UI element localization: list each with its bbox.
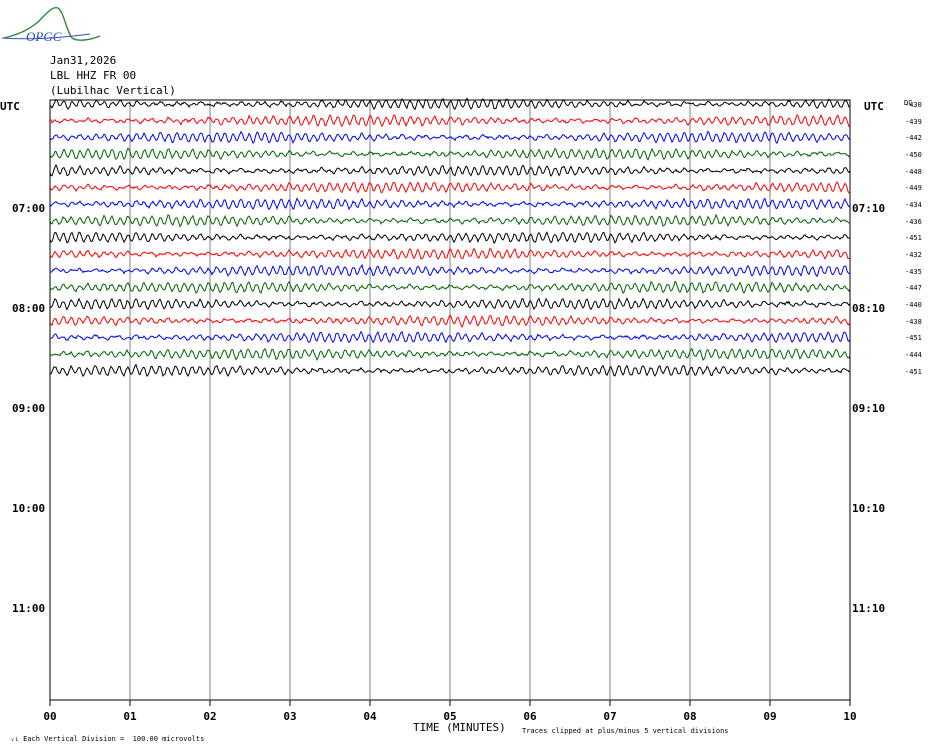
dc-offset-value: -432 — [905, 251, 922, 259]
minute-tick-label: 06 — [523, 710, 537, 723]
seismic-trace — [49, 147, 851, 161]
dc-offset-value: -440 — [905, 301, 922, 309]
footer-corner-mark: ᵥ₁ — [10, 735, 24, 743]
dc-offset-value: -449 — [905, 184, 922, 193]
minute-tick-label: 07 — [603, 710, 616, 723]
right-timezone-label: UTC — [864, 100, 884, 113]
dc-offset-value: -450 — [905, 151, 922, 159]
dc-offset-value: -435 — [905, 267, 922, 276]
minute-tick-label: 00 — [43, 710, 56, 723]
left-timezone-label: UTC — [0, 100, 20, 113]
dc-offset-value: -444 — [905, 351, 922, 359]
dc-offset-value: -451 — [905, 334, 922, 343]
dc-offset-value: -438 — [905, 317, 922, 326]
right-hour-label: 10:10 — [852, 502, 886, 515]
seismic-trace — [49, 163, 851, 177]
footer-clip-note: Traces clipped at plus/minus 5 vertical … — [522, 727, 729, 735]
seismic-trace — [49, 247, 851, 260]
seismic-trace — [49, 363, 851, 378]
seismic-trace — [49, 181, 851, 194]
opgc-logo: OPGC — [1, 7, 101, 44]
minute-tick-label: 04 — [363, 710, 377, 723]
seismic-trace — [49, 97, 851, 111]
minute-tick-label: 08 — [683, 710, 696, 723]
dc-offset-value: -442 — [905, 134, 922, 143]
dc-offset-label: DC — [904, 99, 913, 107]
minute-tick-label: 03 — [283, 710, 296, 723]
seismic-trace — [49, 280, 851, 295]
seismic-trace — [49, 130, 851, 145]
seismic-trace — [49, 213, 851, 228]
dc-offset-value: -436 — [905, 217, 922, 226]
left-hour-label: 09:00 — [12, 402, 46, 415]
seismic-trace — [49, 297, 851, 311]
seismic-trace — [49, 314, 851, 329]
seismic-trace — [49, 347, 851, 362]
dc-offset-value: -430 — [905, 101, 922, 109]
left-hour-label: 11:00 — [12, 602, 46, 615]
minute-tick-label: 05 — [443, 710, 456, 723]
seismic-trace — [49, 330, 851, 344]
x-axis-title: TIME (MINUTES) — [413, 721, 506, 734]
left-hour-label: 10:00 — [12, 502, 46, 515]
seismic-trace — [49, 263, 851, 278]
right-hour-label: 07:10 — [852, 202, 886, 215]
minute-tick-label: 09 — [763, 710, 776, 723]
dc-offset-value: -447 — [905, 284, 922, 293]
right-hour-label: 08:10 — [852, 302, 886, 315]
footer-scale-note: ᵥ₁ Each Vertical Division = 100.00 micro… — [10, 735, 205, 743]
left-hour-label: 07:00 — [12, 202, 46, 215]
dc-offset-value: -434 — [905, 201, 922, 209]
dc-offset-value: -451 — [905, 234, 922, 243]
seismic-trace — [49, 113, 851, 128]
right-hour-label: 11:10 — [852, 602, 886, 615]
minute-tick-label: 02 — [203, 710, 216, 723]
dc-offset-value: -451 — [905, 367, 922, 376]
station-code: LBL HHZ FR 00 — [50, 69, 137, 82]
logo-text: OPGC — [26, 29, 62, 44]
seismic-trace — [49, 197, 851, 211]
plot-date: Jan31,2026 — [50, 54, 117, 67]
minute-tick-label: 01 — [123, 710, 137, 723]
dc-offset-value: -439 — [905, 117, 922, 126]
left-hour-label: 08:00 — [12, 302, 46, 315]
station-name: (Lubilhac Vertical) — [50, 84, 176, 97]
seismic-trace — [49, 231, 851, 245]
right-hour-label: 09:10 — [852, 402, 886, 415]
minute-tick-label: 10 — [843, 710, 856, 723]
dc-offset-value: -448 — [905, 167, 922, 176]
